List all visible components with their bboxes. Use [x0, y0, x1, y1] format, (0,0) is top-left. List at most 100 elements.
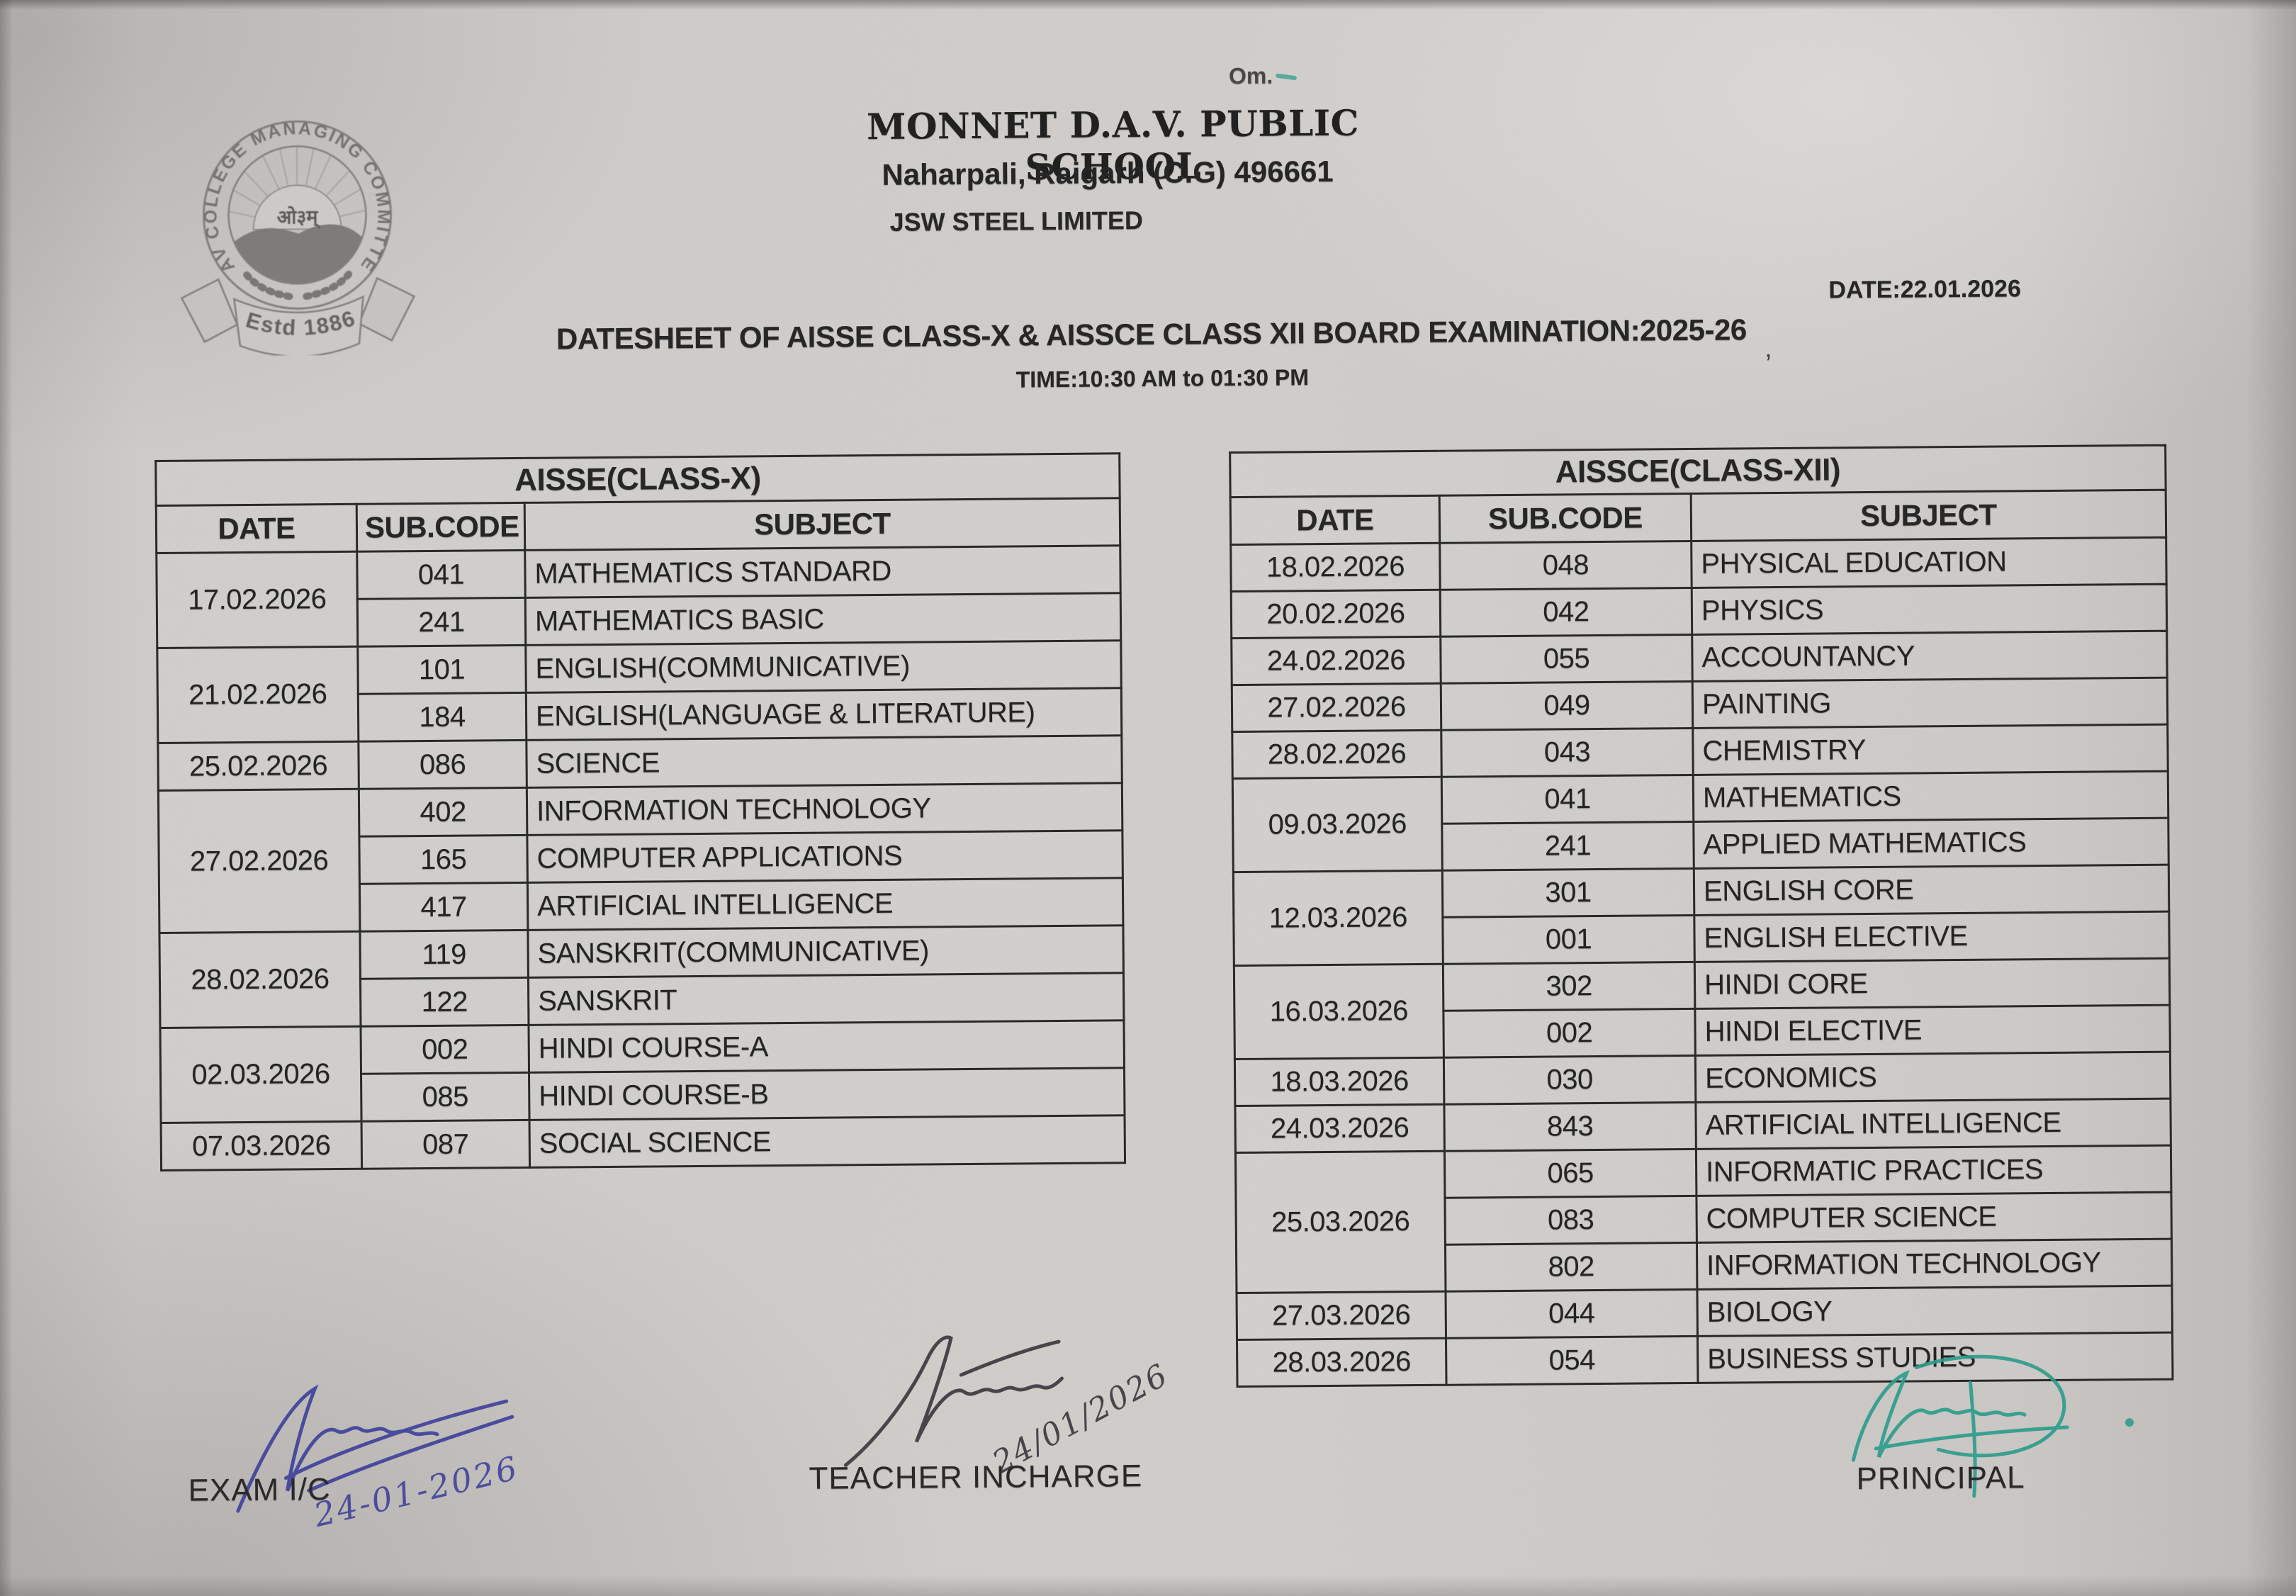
school-organization: JSW STEEL LIMITED [889, 206, 1144, 237]
teacher-incharge-label: TEACHER INCHARGE [809, 1459, 1143, 1496]
date-cell: 07.03.2026 [161, 1121, 362, 1171]
subject-cell: ENGLISH(LANGUAGE & LITERATURE) [526, 687, 1122, 741]
teal-pen-mark [1275, 73, 1298, 81]
code-cell: 301 [1442, 868, 1694, 918]
school-logo: DAV COLLEGE MANAGING COMMITTEE ओ३म् [154, 109, 416, 356]
code-cell: 041 [1441, 775, 1694, 824]
subject-cell: MATHEMATICS [1693, 771, 2168, 822]
date-cell: 28.02.2026 [159, 931, 361, 1028]
date-cell: 02.03.2026 [160, 1026, 362, 1123]
code-cell: 241 [1441, 821, 1694, 871]
subject-cell: CHEMISTRY [1692, 724, 2168, 775]
table-row: 27.02.2026 402 INFORMATION TECHNOLOGY [158, 782, 1122, 933]
table-row: 28.02.2026 043 CHEMISTRY [1232, 724, 2168, 779]
subject-cell: INFORMATIC PRACTICES [1696, 1145, 2171, 1196]
subject-cell: PHYSICAL EDUCATION [1691, 537, 2167, 588]
table-row: 25.03.2026 065 INFORMATIC PRACTICES [1235, 1145, 2171, 1293]
table-row: 16.03.2026 302 HINDI CORE [1234, 958, 2170, 1060]
subject-cell: COMPUTER APPLICATIONS [527, 830, 1123, 883]
code-cell: 184 [358, 692, 527, 742]
issue-date: DATE:22.01.2026 [1828, 275, 2022, 304]
code-cell: 302 [1443, 962, 1695, 1011]
table-title-row: AISSE(CLASS-X) [155, 453, 1120, 506]
school-address: Naharpali, Raigarh (C.G) 496661 [882, 154, 1334, 191]
table-row: 20.02.2026 042 PHYSICS [1231, 584, 2167, 639]
subject-cell: ENGLISH(COMMUNICATIVE) [525, 640, 1122, 693]
table-row: 24.03.2026 843 ARTIFICIAL INTELLIGENCE [1234, 1098, 2171, 1153]
subject-cell: INFORMATION TECHNOLOGY [527, 782, 1122, 836]
code-cell: 119 [359, 930, 529, 979]
date-cell: 18.03.2026 [1234, 1057, 1444, 1106]
stray-pen-mark: ’ [1765, 349, 1772, 380]
table-row: 18.03.2026 030 ECONOMICS [1234, 1052, 2171, 1106]
om-text: Om. [1229, 62, 1298, 89]
code-cell: 083 [1444, 1196, 1697, 1245]
table-title: AISSCE(CLASS-XII) [1229, 445, 2166, 498]
subject-cell: BIOLOGY [1696, 1286, 2173, 1337]
column-header: SUBJECT [1691, 490, 2166, 541]
datesheet-table-class-xii: AISSCE(CLASS-XII) DATE SUB.CODE SUBJECT 18.0… [1229, 444, 2174, 1388]
exam-time: TIME:10:30 AM to 01:30 PM [1015, 364, 1310, 393]
photo-edge-shadow-left [0, 0, 13, 1596]
code-cell: 802 [1445, 1242, 1697, 1292]
code-cell: 087 [361, 1120, 530, 1169]
subject-cell: ACCOUNTANCY [1692, 631, 2168, 682]
code-cell: 055 [1440, 634, 1693, 684]
datesheet-table-class-x: AISSE(CLASS-X) DATE SUB.CODE SUBJECT 17.02.2… [154, 452, 1127, 1171]
ribbon-tail-left [180, 278, 239, 344]
subject-cell: MATHEMATICS STANDARD [524, 545, 1121, 598]
om-word: Om. [1228, 62, 1273, 89]
date-cell: 16.03.2026 [1234, 964, 1444, 1060]
date-cell: 21.02.2026 [157, 646, 359, 743]
code-cell: 001 [1442, 915, 1695, 965]
photo-edge-shadow-right [2246, 0, 2296, 1596]
table-row: 17.02.2026 041 MATHEMATICS STANDARD [156, 545, 1121, 648]
code-cell: 002 [1443, 1008, 1696, 1058]
table-row: 12.03.2026 301 ENGLISH CORE [1233, 865, 2169, 966]
subject-cell: HINDI CORE [1694, 958, 2170, 1009]
page-title: DATESHEET OF AISSE CLASS-X & AISSCE CLAS… [556, 313, 1747, 356]
subject-cell: SOCIAL SCIENCE [529, 1115, 1125, 1168]
subject-cell: PAINTING [1692, 678, 2168, 729]
date-cell: 24.02.2026 [1231, 636, 1441, 685]
code-cell: 048 [1439, 541, 1692, 590]
logo-om-symbol: ओ३म् [276, 206, 321, 229]
subject-cell: SCIENCE [526, 735, 1122, 788]
code-cell: 043 [1441, 728, 1694, 777]
table-row: 28.02.2026 119 SANSKRIT(COMMUNICATIVE) [159, 925, 1124, 1028]
code-cell: 085 [361, 1072, 530, 1122]
table-row: 18.02.2026 048 PHYSICAL EDUCATION [1230, 537, 2167, 592]
table-head: AISSCE(CLASS-XII) DATE SUB.CODE SUBJECT [1229, 445, 2166, 545]
column-header: DATE [156, 504, 357, 553]
subject-cell: ENGLISH ELECTIVE [1694, 911, 2170, 962]
code-cell: 101 [357, 645, 527, 695]
code-cell: 086 [358, 740, 527, 789]
table-body: 18.02.2026 048 PHYSICAL EDUCATION 20.02.202… [1230, 537, 2173, 1387]
date-cell: 18.02.2026 [1230, 543, 1441, 592]
photo-edge-shadow-top [0, 0, 2296, 10]
subject-cell: COMPUTER SCIENCE [1696, 1192, 2172, 1243]
table-row: 09.03.2026 041 MATHEMATICS [1232, 771, 2168, 872]
date-cell: 27.02.2026 [1232, 683, 1441, 732]
date-cell: 25.02.2026 [157, 741, 359, 791]
code-cell: 402 [359, 787, 527, 837]
subject-cell: MATHEMATICS BASIC [525, 592, 1121, 646]
code-cell: 417 [359, 882, 528, 932]
column-header: SUBJECT [524, 498, 1120, 551]
subject-cell: ARTIFICIAL INTELLIGENCE [527, 877, 1123, 931]
table-row: 02.03.2026 002 HINDI COURSE-A [160, 1020, 1125, 1123]
code-cell: 049 [1441, 681, 1693, 731]
table-body: 17.02.2026 041 MATHEMATICS STANDARD 241 MATH… [156, 545, 1125, 1171]
table-header-row: DATE SUB.CODE SUBJECT [156, 498, 1120, 553]
table-header-row: DATE SUB.CODE SUBJECT [1230, 490, 2166, 545]
subject-cell: ENGLISH CORE [1694, 865, 2169, 916]
table-title-row: AISSCE(CLASS-XII) [1229, 445, 2166, 498]
date-cell: 27.02.2026 [158, 789, 360, 933]
subject-cell: ARTIFICIAL INTELLIGENCE [1695, 1098, 2171, 1150]
date-cell: 12.03.2026 [1233, 870, 1444, 966]
date-cell: 09.03.2026 [1232, 777, 1443, 872]
code-cell: 065 [1444, 1149, 1696, 1198]
principal-label: PRINCIPAL [1856, 1460, 2025, 1497]
table-title: AISSE(CLASS-X) [155, 453, 1120, 506]
